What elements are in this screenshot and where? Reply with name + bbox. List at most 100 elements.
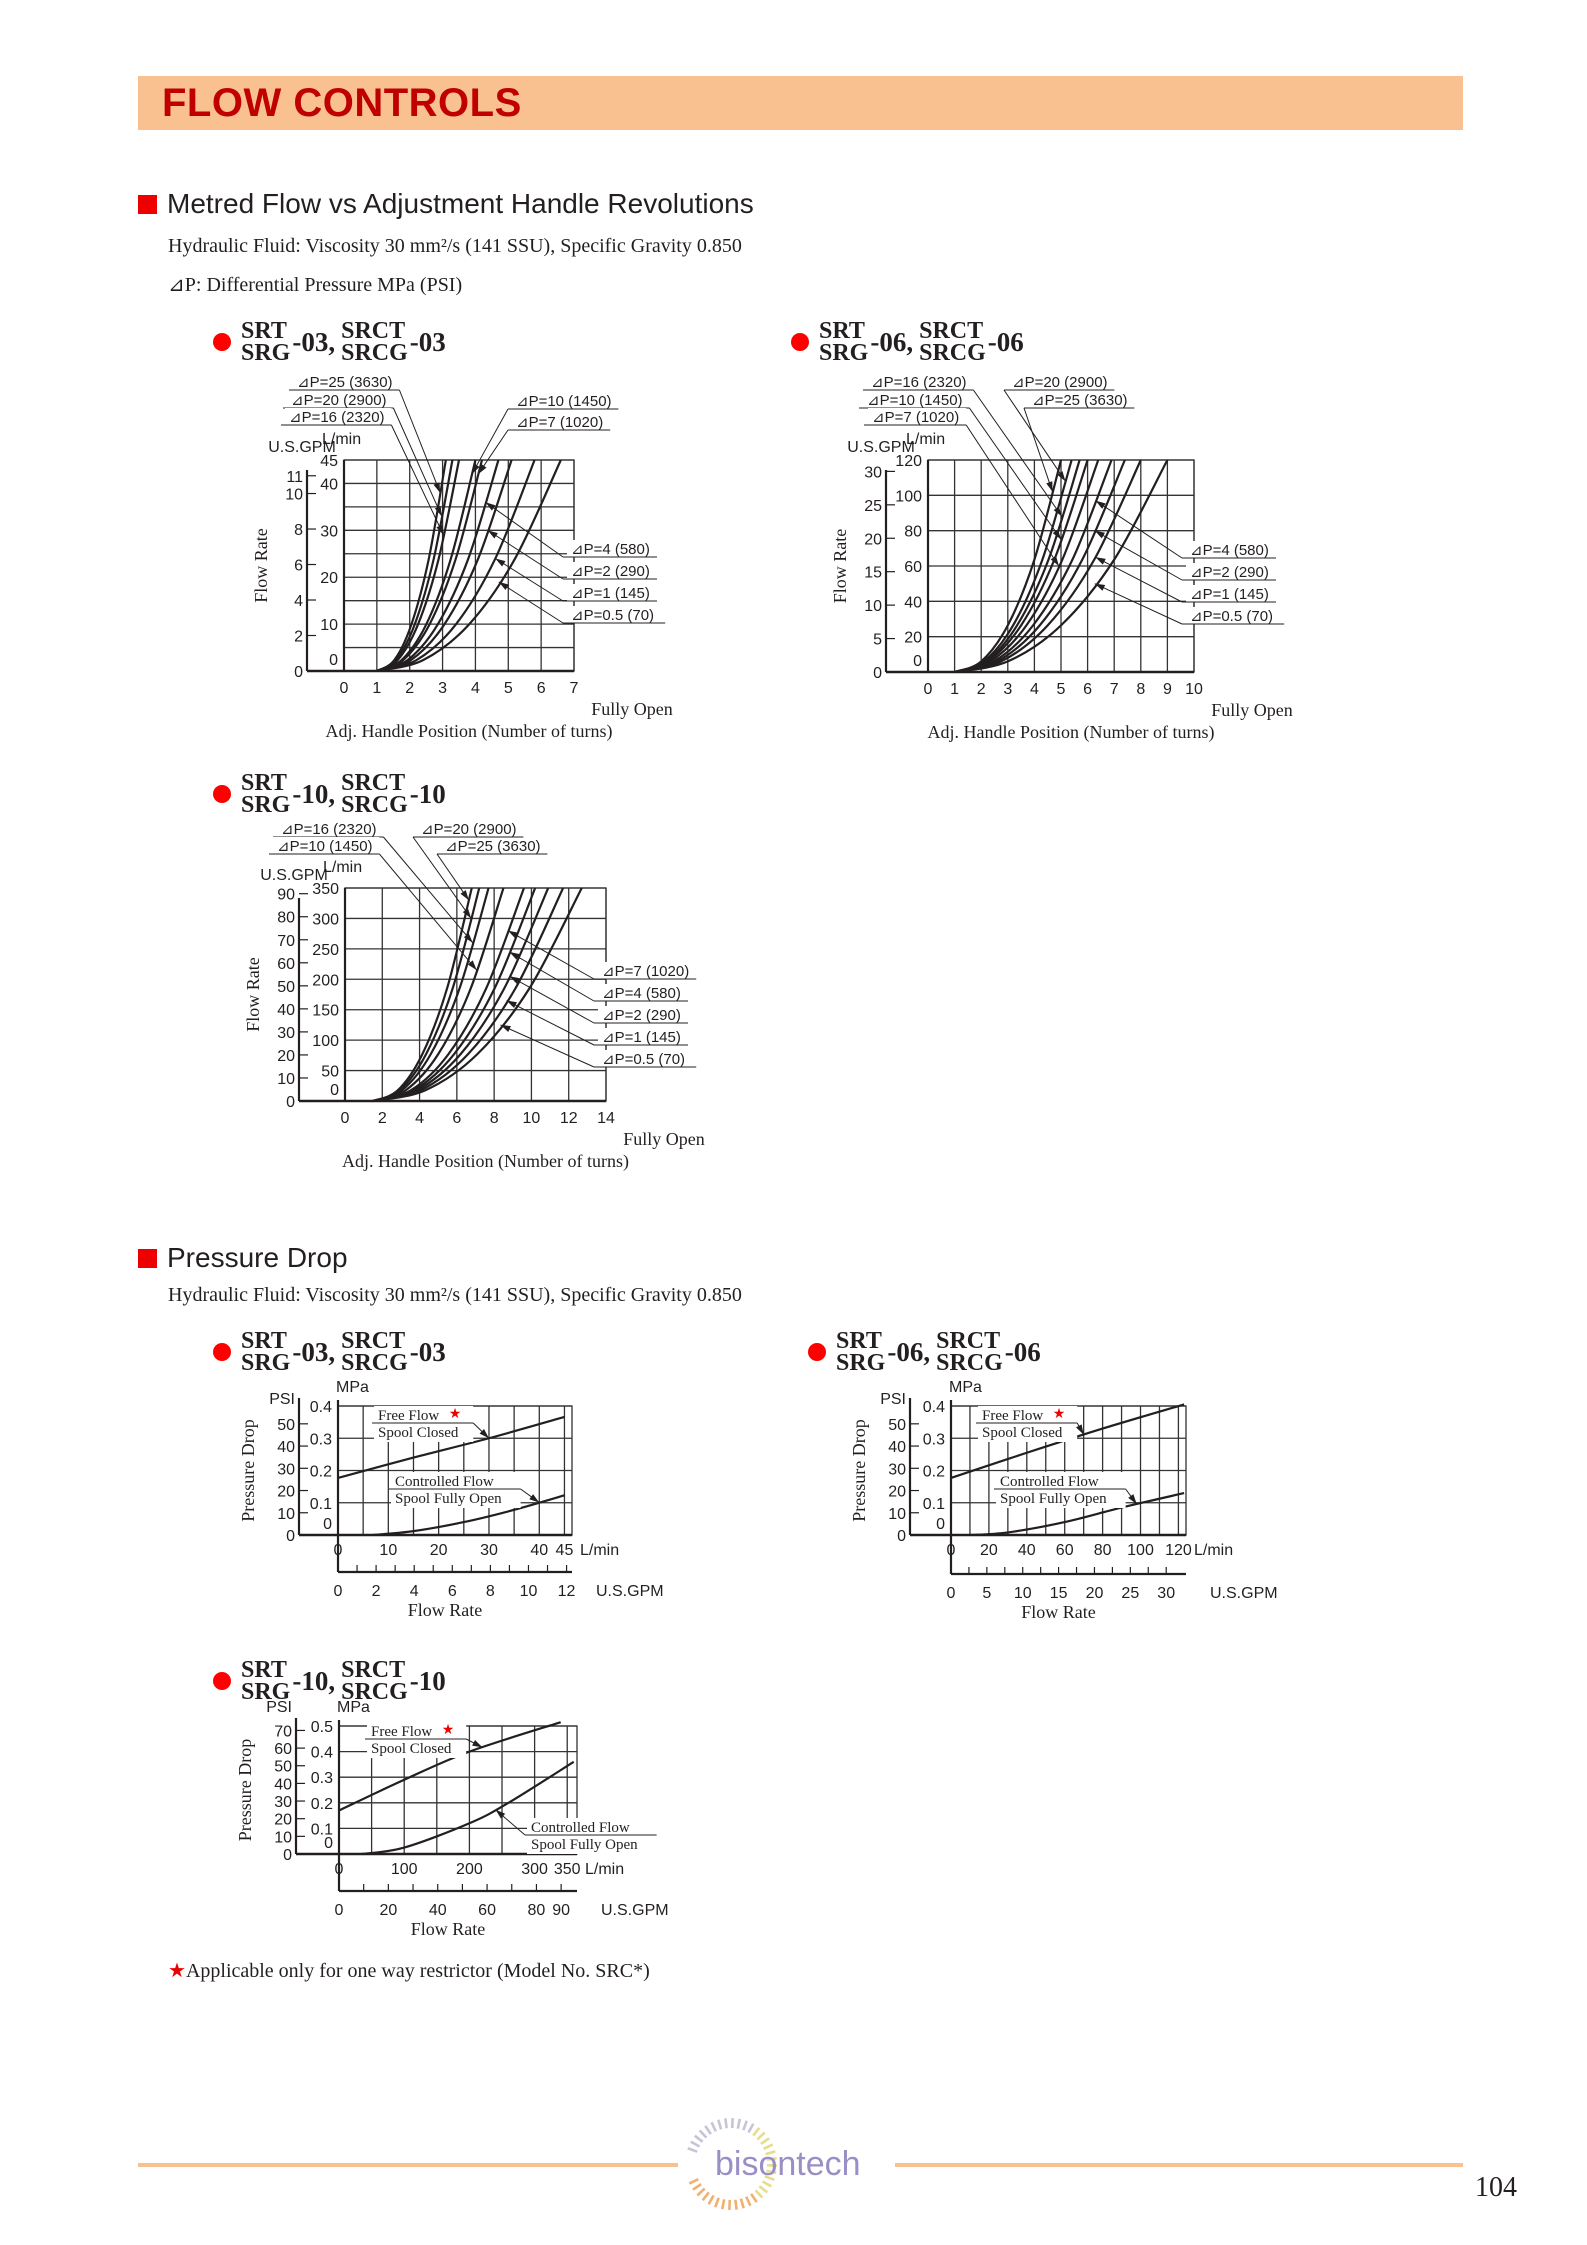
gpm-tick-label: 20 [379, 1902, 397, 1919]
arrowhead-icon [460, 890, 469, 901]
psi-tick-label: 10 [888, 1506, 906, 1523]
arrowhead-icon [472, 1739, 483, 1748]
series-label: Free Flow [371, 1724, 432, 1740]
arrowhead-icon [462, 908, 472, 919]
x-tick-label: 10 [523, 1110, 541, 1127]
x-tick-label: 0 [341, 1110, 350, 1127]
leader-line [1095, 556, 1183, 603]
arrowhead-icon [478, 463, 487, 475]
model-srg: SRG [241, 340, 291, 366]
x-tick-label: 4 [415, 1110, 424, 1127]
chart-title: SRT SRG -10, SRCT SRCG -10 [213, 771, 452, 818]
gpm-tick-label: 25 [1121, 1585, 1139, 1602]
model-srg: SRG [241, 792, 291, 818]
model-srct: SRCT [936, 1328, 1001, 1354]
series-label: ⊿P=20 (2900) [421, 821, 517, 838]
x-tick-label: 1 [372, 680, 381, 697]
chart-5: 010020030035000.10.20.30.40.501020304050… [235, 1699, 669, 1939]
arrowhead-icon [485, 502, 496, 511]
x-tick-label: 6 [1083, 681, 1092, 698]
x-tick-label: 4 [471, 680, 480, 697]
series-label: ⊿P=25 (3630) [1032, 392, 1128, 409]
logo-ray [717, 2119, 723, 2130]
y-tick-label: 0.3 [310, 1431, 332, 1448]
x-tick-label: 350 [554, 1861, 581, 1878]
leader-line [390, 424, 445, 536]
gpm-tick-label: 25 [864, 498, 882, 515]
logo-ray [720, 2199, 726, 2210]
page-number: 104 [1475, 2172, 1517, 2203]
x-tick-label: 100 [391, 1861, 418, 1878]
leader-line [498, 581, 564, 624]
gpm-tick-label: 30 [864, 464, 882, 481]
lmin-unit-label: L/min [906, 431, 945, 448]
arrowhead-icon [506, 1000, 517, 1008]
y-tick-label: 0.1 [311, 1821, 333, 1838]
leader-line [1094, 583, 1183, 625]
lmin-unit-label: L/min [322, 431, 361, 448]
gpm-tick-label: 6 [448, 1583, 457, 1600]
gpm-tick-label: 90 [552, 1902, 570, 1919]
series-curve [376, 459, 513, 673]
gpm-tick-label: 80 [528, 1902, 546, 1919]
model-srg: SRG [819, 340, 869, 366]
series-label: ⊿P=4 (580) [571, 541, 650, 558]
label-background [1028, 391, 1135, 408]
y-tick-label: 250 [312, 942, 339, 959]
series-label: ⊿P=1 (145) [602, 1029, 681, 1046]
label-background [391, 1472, 521, 1508]
y-tick-label: 0.1 [310, 1496, 332, 1513]
logo-ray [688, 2178, 699, 2185]
gpm-unit-label: U.S.GPM [1210, 1585, 1278, 1602]
y-tick-label: 0 [913, 653, 922, 670]
y-tick-label: 350 [312, 881, 339, 898]
gpm-tick-label: 5 [873, 632, 882, 649]
label-background [277, 820, 384, 837]
arrowhead-icon [1057, 471, 1066, 482]
psi-tick-label: 10 [277, 1506, 295, 1523]
leader-line [383, 836, 474, 944]
label-background [598, 1050, 697, 1067]
y-axis-title: Pressure Drop [849, 1419, 869, 1521]
fully-open-label: Fully Open [1211, 700, 1293, 720]
arrowhead-icon [467, 960, 477, 971]
y-axis-title: Flow Rate [251, 528, 271, 603]
x-tick-label: 100 [1127, 1542, 1154, 1559]
gpm-tick-label: 20 [277, 1048, 295, 1065]
series-curve [337, 1415, 565, 1479]
arrowhead-icon [498, 581, 509, 590]
x-axis-title: Flow Rate [408, 1600, 483, 1620]
series-curve [372, 887, 583, 1103]
psi-tick-label: 0 [283, 1847, 292, 1864]
series-label: ⊿P=16 (2320) [281, 821, 377, 838]
y-tick-label: 20 [320, 570, 338, 587]
y-tick-label: 0.4 [310, 1399, 332, 1416]
x-tick-label: 12 [560, 1110, 578, 1127]
psi-tick-label: 50 [277, 1417, 295, 1434]
x-tick-label: 300 [521, 1861, 548, 1878]
series-label: ⊿P=0.5 (70) [602, 1051, 685, 1068]
y-tick-label: 0 [323, 1516, 332, 1533]
arrowhead-icon [471, 463, 480, 475]
series-label: Free Flow [982, 1408, 1043, 1424]
arrowhead-icon [495, 558, 506, 567]
arrowhead-icon [1094, 530, 1105, 539]
x-tick-label: 10 [1185, 681, 1203, 698]
series-curve [376, 459, 477, 673]
series-curve [954, 459, 1142, 674]
chart-4: 02040608010012000.10.20.30.4010203040500… [849, 1379, 1278, 1622]
page-title: FLOW CONTROLS [162, 81, 522, 125]
leader-line [1094, 530, 1183, 581]
model-size: -03 [409, 326, 446, 357]
series-label-sub: Spool Fully Open [1000, 1491, 1107, 1507]
logo-ray [710, 2121, 717, 2132]
leader-line [506, 1000, 595, 1046]
arrowhead-icon [1076, 1424, 1084, 1435]
model-size: -10, [292, 1665, 336, 1696]
y-tick-label: 120 [895, 453, 922, 470]
x-tick-label: 40 [1018, 1542, 1036, 1559]
model-size: -10 [409, 1665, 446, 1696]
y-tick-label: 0.5 [311, 1719, 333, 1736]
logo-ray [742, 2120, 748, 2131]
model-srcg: SRCG [919, 340, 986, 366]
